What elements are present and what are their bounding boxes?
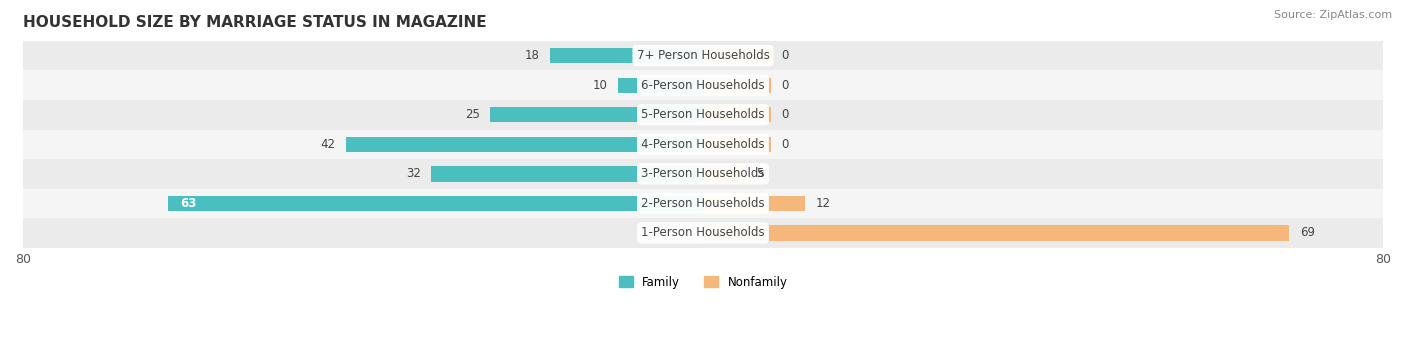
- Text: 0: 0: [782, 108, 789, 121]
- Text: 10: 10: [593, 79, 607, 92]
- Text: 1-Person Households: 1-Person Households: [641, 226, 765, 239]
- Bar: [22, 130, 1384, 159]
- Text: HOUSEHOLD SIZE BY MARRIAGE STATUS IN MAGAZINE: HOUSEHOLD SIZE BY MARRIAGE STATUS IN MAG…: [22, 15, 486, 30]
- Legend: Family, Nonfamily: Family, Nonfamily: [614, 271, 792, 293]
- Text: 0: 0: [782, 138, 789, 151]
- Bar: [703, 196, 806, 211]
- Bar: [167, 196, 703, 211]
- Bar: [22, 100, 1384, 130]
- Text: 69: 69: [1299, 226, 1315, 239]
- Bar: [491, 107, 703, 122]
- Bar: [703, 225, 1289, 241]
- Bar: [703, 166, 745, 181]
- Bar: [22, 71, 1384, 100]
- Text: 42: 42: [321, 138, 336, 151]
- Bar: [22, 189, 1384, 218]
- Text: 25: 25: [465, 108, 481, 121]
- Text: 4-Person Households: 4-Person Households: [641, 138, 765, 151]
- Text: 2-Person Households: 2-Person Households: [641, 197, 765, 210]
- Bar: [703, 48, 770, 63]
- Text: 7+ Person Households: 7+ Person Households: [637, 49, 769, 62]
- Bar: [432, 166, 703, 181]
- Bar: [703, 107, 770, 122]
- Text: 3-Person Households: 3-Person Households: [641, 167, 765, 180]
- Bar: [22, 159, 1384, 189]
- Text: 63: 63: [180, 197, 197, 210]
- Bar: [619, 77, 703, 93]
- Text: 5: 5: [755, 167, 763, 180]
- Text: 6-Person Households: 6-Person Households: [641, 79, 765, 92]
- Text: 5-Person Households: 5-Person Households: [641, 108, 765, 121]
- Bar: [22, 41, 1384, 71]
- Text: 12: 12: [815, 197, 830, 210]
- Bar: [22, 218, 1384, 248]
- Text: 0: 0: [782, 49, 789, 62]
- Text: 0: 0: [782, 79, 789, 92]
- Bar: [346, 137, 703, 152]
- Bar: [703, 77, 770, 93]
- Text: Source: ZipAtlas.com: Source: ZipAtlas.com: [1274, 10, 1392, 20]
- Bar: [703, 137, 770, 152]
- Text: 32: 32: [406, 167, 420, 180]
- Text: 18: 18: [524, 49, 540, 62]
- Bar: [550, 48, 703, 63]
